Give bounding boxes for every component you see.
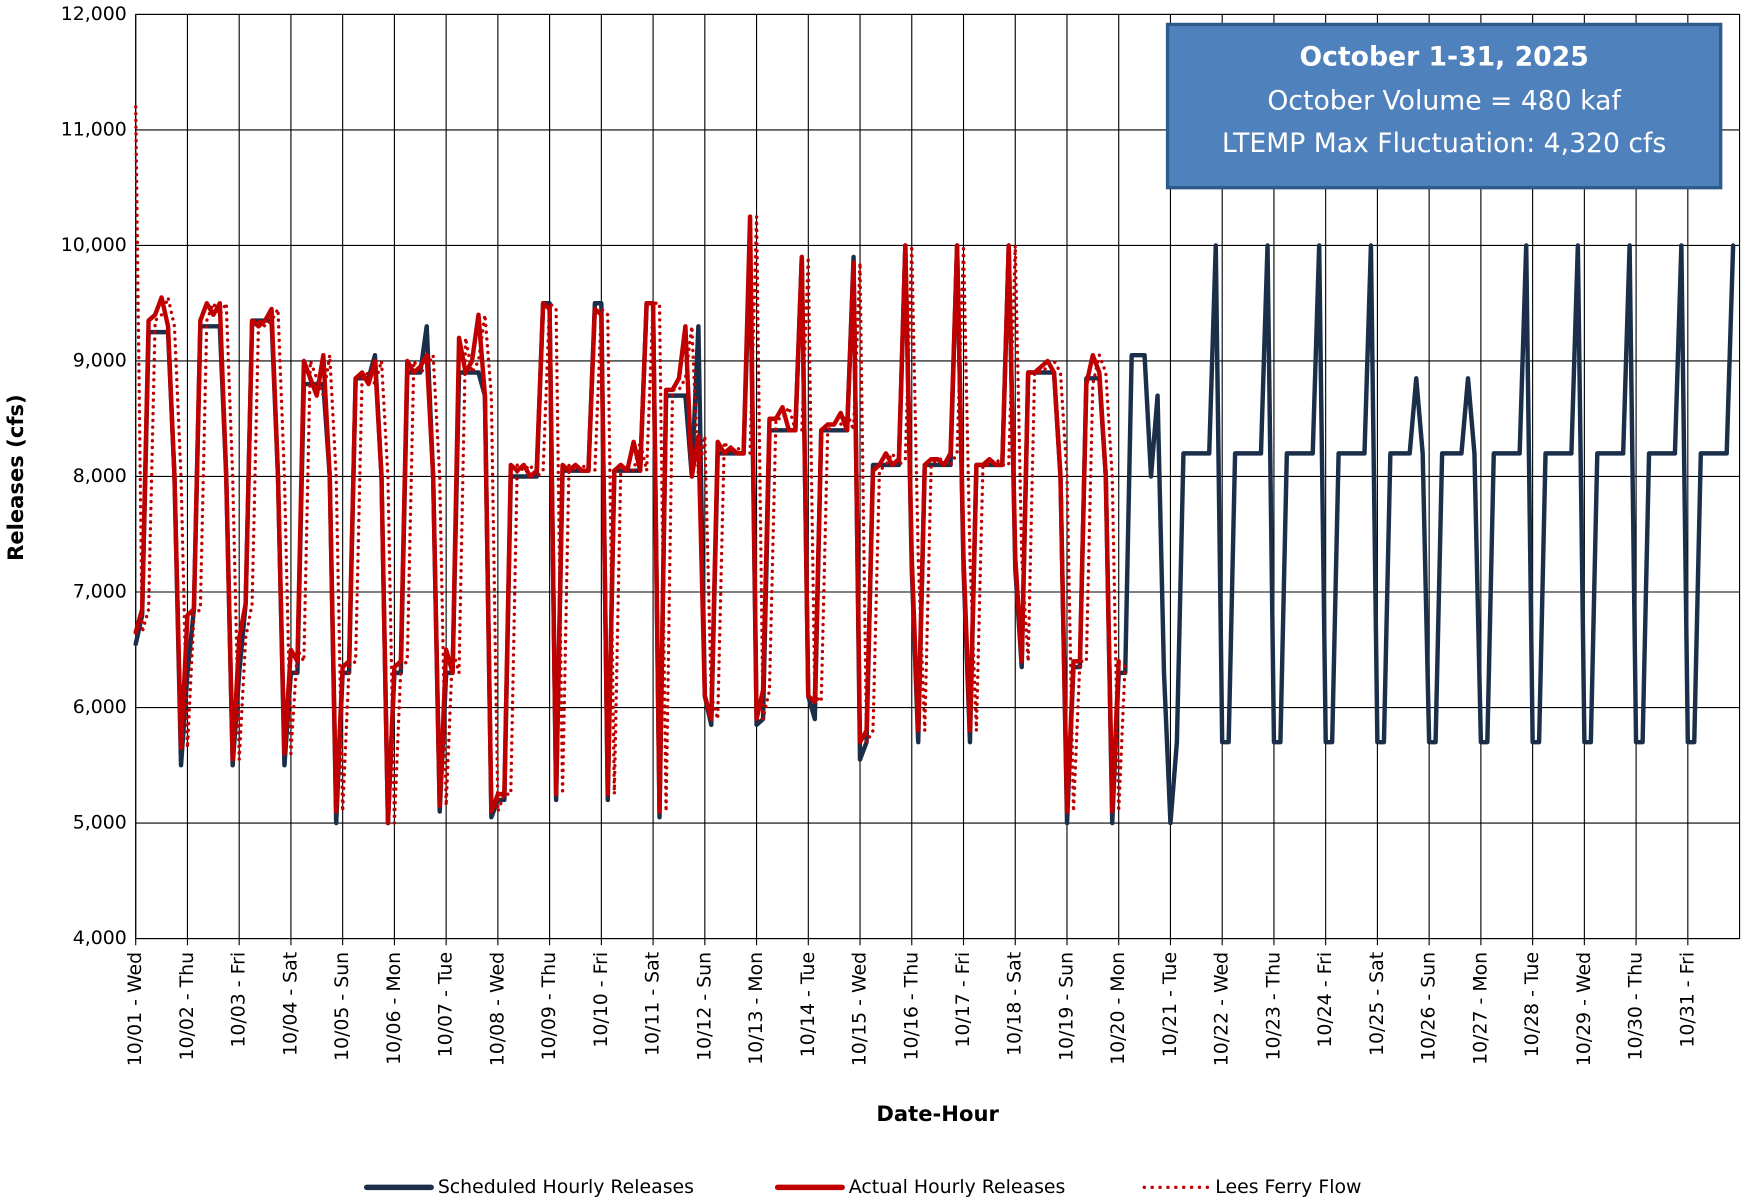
x-tick-label: 10/19 - Sun xyxy=(1055,952,1077,1061)
x-tick-label: 10/15 - Wed xyxy=(849,952,871,1066)
x-tick-label: 10/13 - Mon xyxy=(745,952,767,1065)
grid xyxy=(135,13,1741,946)
x-tick-label: 10/26 - Sun xyxy=(1418,952,1440,1061)
x-tick-label: 10/03 - Fri xyxy=(228,952,250,1048)
x-tick-label: 10/16 - Thu xyxy=(900,952,922,1061)
x-tick-label: 10/01 - Wed xyxy=(124,952,146,1066)
legend-label: Scheduled Hourly Releases xyxy=(438,1176,694,1198)
y-tick-label: 4,000 xyxy=(73,927,127,949)
annotation-box xyxy=(1165,22,1723,190)
legend-label: Actual Hourly Releases xyxy=(849,1176,1066,1198)
x-tick-label: 10/29 - Wed xyxy=(1573,952,1595,1066)
series-line xyxy=(134,105,1127,825)
y-tick-label: 11,000 xyxy=(61,118,127,140)
x-tick-label: 10/21 - Tue xyxy=(1159,952,1181,1057)
x-tick-label: 10/24 - Fri xyxy=(1314,952,1336,1048)
series-line xyxy=(133,243,1736,826)
x-tick-label: 10/02 - Thu xyxy=(176,952,198,1061)
x-tick-label: 10/09 - Thu xyxy=(538,952,560,1061)
y-tick-label: 5,000 xyxy=(73,812,127,834)
annotation-line: October Volume = 480 kaf xyxy=(1267,86,1621,117)
x-tick-label: 10/12 - Sun xyxy=(693,952,715,1061)
x-tick-label: 10/08 - Wed xyxy=(486,952,508,1066)
x-tick-label: 10/14 - Tue xyxy=(797,952,819,1057)
x-tick-label: 10/20 - Mon xyxy=(1107,952,1129,1065)
y-tick-label: 8,000 xyxy=(73,465,127,487)
x-tick-label: 10/23 - Thu xyxy=(1262,952,1284,1061)
x-tick-label: 10/27 - Mon xyxy=(1469,952,1491,1065)
x-tick-label: 10/18 - Sat xyxy=(1004,952,1026,1056)
x-tick-label: 10/28 - Tue xyxy=(1521,952,1543,1057)
x-tick-label: 10/04 - Sat xyxy=(279,952,301,1056)
x-tick-label: 10/05 - Sun xyxy=(331,952,353,1061)
y-tick-label: 12,000 xyxy=(61,3,127,25)
x-tick-label: 10/17 - Fri xyxy=(952,952,974,1048)
annotation-title: October 1-31, 2025 xyxy=(1299,41,1588,72)
x-tick-label: 10/31 - Fri xyxy=(1676,952,1698,1048)
y-tick-label: 10,000 xyxy=(61,234,127,256)
legend-label: Lees Ferry Flow xyxy=(1215,1176,1361,1198)
y-axis-label: Releases (cfs) xyxy=(3,394,28,561)
lines xyxy=(133,105,1736,826)
x-tick-label: 10/10 - Fri xyxy=(590,952,612,1048)
y-tick-label: 7,000 xyxy=(73,581,127,603)
x-tick-label: 10/25 - Sat xyxy=(1366,952,1388,1056)
x-tick-label: 10/30 - Thu xyxy=(1625,952,1647,1061)
y-tick-label: 9,000 xyxy=(73,349,127,371)
annotation-line: LTEMP Max Fluctuation: 4,320 cfs xyxy=(1222,128,1666,159)
x-tick-label: 10/11 - Sat xyxy=(642,952,664,1056)
x-tick-label: 10/22 - Wed xyxy=(1211,952,1233,1066)
series-line xyxy=(133,214,1121,826)
x-tick-label: 10/07 - Tue xyxy=(435,952,457,1057)
x-axis-label: Date-Hour xyxy=(876,1101,999,1126)
x-tick-label: 10/06 - Mon xyxy=(383,952,405,1065)
y-tick-label: 6,000 xyxy=(73,696,127,718)
